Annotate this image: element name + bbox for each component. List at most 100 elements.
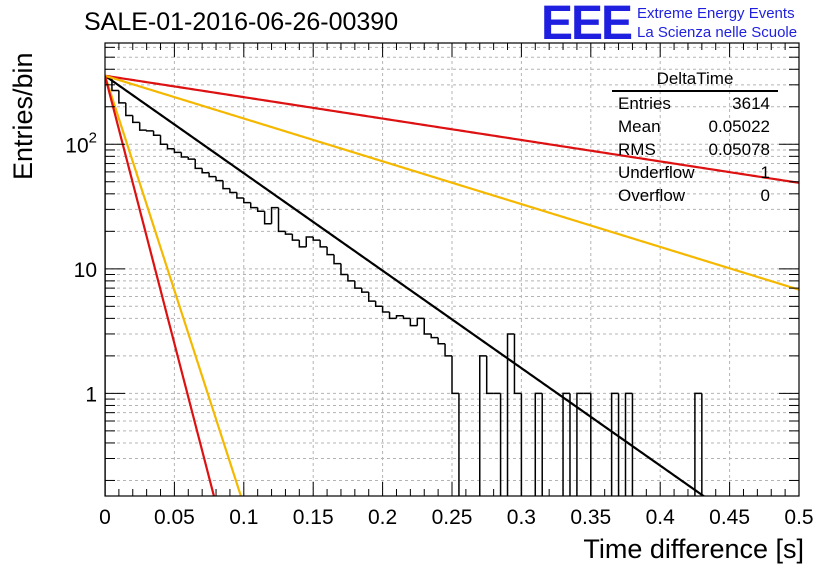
histogram-bin: [236, 192, 244, 199]
histogram-bin: [243, 198, 251, 204]
histogram-bin: [617, 393, 620, 496]
y-axis-title: Entries/bin: [8, 52, 38, 180]
x-tick-label: 0.05: [154, 506, 195, 529]
histogram-bin: [291, 234, 300, 241]
histogram-bin: [458, 393, 460, 496]
y-tick-label: 1: [85, 383, 97, 406]
x-tick-label: 0.45: [709, 506, 750, 529]
histogram-bin: [229, 188, 237, 194]
x-tick-label: 0.15: [293, 506, 334, 529]
fit-curves: [105, 74, 799, 496]
x-tick-label: 0.5: [784, 506, 813, 529]
histogram-bin: [569, 393, 571, 496]
histogram-bin: [444, 343, 452, 357]
histogram-bin: [180, 152, 189, 158]
histogram-bin: [298, 240, 307, 248]
fit-black: [105, 74, 706, 496]
histogram-bin: [402, 315, 411, 320]
histogram-bin: [499, 393, 502, 496]
histogram-bin: [374, 301, 383, 308]
histogram-bin: [395, 314, 404, 319]
histogram-bin: [138, 122, 147, 131]
histogram-bin: [145, 130, 154, 132]
histogram-bin: [152, 130, 161, 137]
histogram-bin: [208, 172, 217, 178]
stats-title: DeltaTime: [612, 68, 778, 92]
stats-label: Entries: [618, 94, 671, 113]
logo-line-1: Extreme Energy Events: [637, 5, 795, 22]
histogram-bin: [312, 237, 321, 241]
histogram-bin: [562, 392, 570, 496]
histogram-bin: [534, 392, 543, 496]
stats-value: 0: [760, 186, 770, 205]
x-tick-label: 0: [99, 506, 111, 529]
logo-text: Extreme Energy Events La Scienza nelle S…: [637, 4, 797, 42]
stats-row-mean: Mean 0.05022: [612, 115, 778, 138]
histogram-bin: [270, 206, 279, 224]
histogram-bin: [118, 90, 126, 104]
x-tick-label: 0.25: [432, 506, 473, 529]
histogram-bin: [132, 115, 140, 124]
chart-title: SALE-01-2016-06-26-00390: [84, 8, 399, 36]
histogram-bin: [249, 202, 258, 209]
fit-red-slow: [105, 74, 799, 184]
histogram-bin: [506, 333, 515, 496]
histogram-bin: [354, 280, 362, 289]
histogram-bin: [416, 317, 425, 326]
histogram-bin: [485, 355, 494, 395]
histogram-bin: [576, 392, 584, 496]
stats-box: DeltaTime Entries 3614 Mean 0.05022 RMS …: [612, 68, 778, 207]
histogram-bin: [105, 77, 112, 496]
histogram-bin: [437, 337, 446, 345]
histogram-bin: [388, 312, 397, 320]
histogram-bin: [361, 288, 369, 293]
x-tick-label: 0.3: [507, 506, 536, 529]
x-tick-labels: 0 0.05 0.1 0.15 0.2 0.25 0.3 0.35 0.4 0.45 0.5: [99, 506, 813, 529]
histogram-bin: [340, 263, 348, 276]
stats-label: Underflow: [618, 163, 695, 182]
histogram-bin: [430, 333, 439, 339]
histogram-bin: [215, 176, 223, 182]
x-tick-label: 0.4: [646, 506, 676, 529]
histogram-bin: [187, 157, 196, 160]
y-tick-label: 102: [65, 129, 97, 157]
fit-yellow-fast: [105, 75, 243, 496]
histogram-bin: [284, 231, 293, 235]
grid-lines: [104, 43, 800, 496]
stats-row-entries: Entries 3614: [612, 92, 778, 115]
histogram-bin: [347, 274, 355, 282]
stats-row-rms: RMS 0.05078: [612, 138, 778, 161]
histogram-bin: [173, 148, 182, 154]
x-tick-label: 0.2: [368, 506, 397, 529]
histogram-bin: [479, 355, 487, 496]
histogram-bin: [624, 392, 633, 496]
y-tick-label: 10: [74, 259, 97, 282]
histogram-bin: [520, 393, 523, 496]
histogram-bin: [201, 168, 210, 174]
histogram-bin: [541, 393, 543, 496]
stats-row-underflow: Underflow 1: [612, 161, 778, 184]
x-axis-title: Time difference [s]: [583, 534, 804, 564]
stats-value: 1: [760, 163, 770, 182]
histogram-bin: [194, 159, 203, 170]
histogram-bin: [631, 393, 634, 496]
histogram-bin: [423, 318, 432, 335]
histogram-bin: [590, 393, 592, 496]
histogram-bin: [513, 333, 522, 395]
eee-logo: EEE: [541, 0, 633, 50]
logo-line-2: La Scienza nelle Scuole: [637, 24, 798, 41]
x-tick-label: 0.1: [229, 506, 258, 529]
histogram-bin: [263, 211, 272, 225]
histogram-bin: [326, 246, 335, 256]
histogram-bin: [111, 78, 119, 92]
histogram-bin: [694, 392, 702, 496]
histogram-bin: [125, 102, 133, 117]
histogram-bin: [166, 144, 175, 150]
stats-value: 3614: [732, 94, 770, 113]
stats-label: RMS: [618, 140, 656, 159]
stats-value: 0.05078: [708, 140, 770, 159]
histogram-bin: [277, 207, 286, 233]
histogram-bin: [319, 240, 328, 248]
axes: [104, 42, 800, 497]
